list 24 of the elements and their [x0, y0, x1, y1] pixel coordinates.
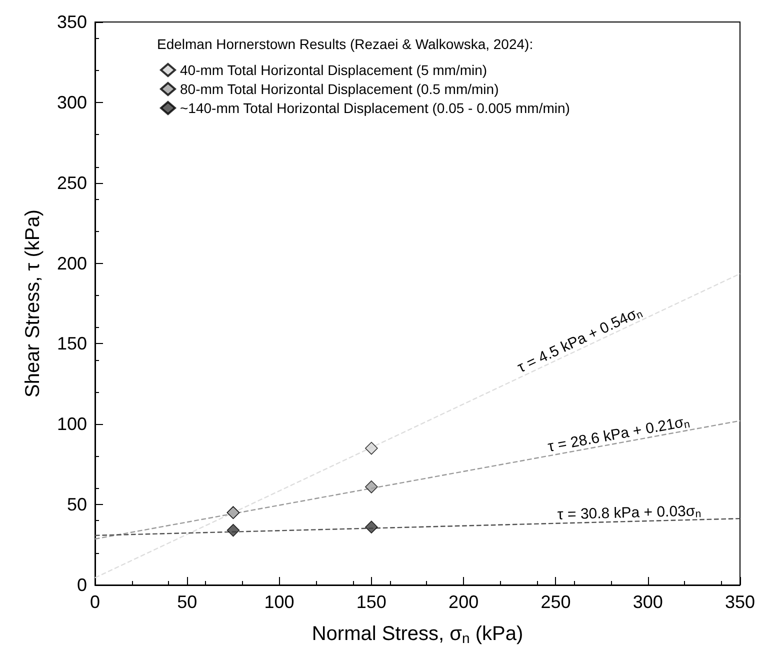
x-tick-label: 100 [264, 592, 294, 612]
legend-label: 40-mm Total Horizontal Displacement (5 mm/min) [180, 62, 488, 78]
legend-label: ~140-mm Total Horizontal Displacement (0.05 - 0.005 mm/min) [180, 100, 570, 116]
x-tick-label: 350 [724, 592, 756, 612]
x-tick-label: 200 [448, 592, 479, 612]
y-tick-label: 100 [56, 414, 87, 434]
y-tick-label: 200 [56, 253, 87, 274]
y-tick-label: 0 [76, 575, 87, 595]
x-tick-label: 50 [177, 592, 198, 612]
annotation: τ = 4.5 kPa + 0.54σn [514, 306, 645, 376]
annotation: τ = 30.8 kPa + 0.03σn [557, 502, 702, 524]
legend-label: 80-mm Total Horizontal Displacement (0.5 mm/min) [180, 81, 499, 97]
x-tick-label: 300 [632, 592, 663, 612]
x-tick-label: 0 [90, 592, 100, 612]
legend-title: Edelman Hornerstown Results (Rezaei & Walkowska, 2024): [157, 36, 534, 52]
y-tick-label: 150 [56, 334, 87, 354]
y-tick-label: 250 [56, 172, 87, 193]
y-axis-title: Shear Stress, τ (kPa) [22, 210, 44, 398]
x-tick-label: 150 [356, 592, 386, 612]
y-tick-label: 300 [56, 92, 87, 112]
x-tick-label: 250 [540, 592, 571, 612]
y-tick-label: 50 [66, 494, 87, 515]
annotation: τ = 28.6 kPa + 0.21σn [546, 414, 692, 456]
y-tick-label: 350 [56, 12, 87, 32]
